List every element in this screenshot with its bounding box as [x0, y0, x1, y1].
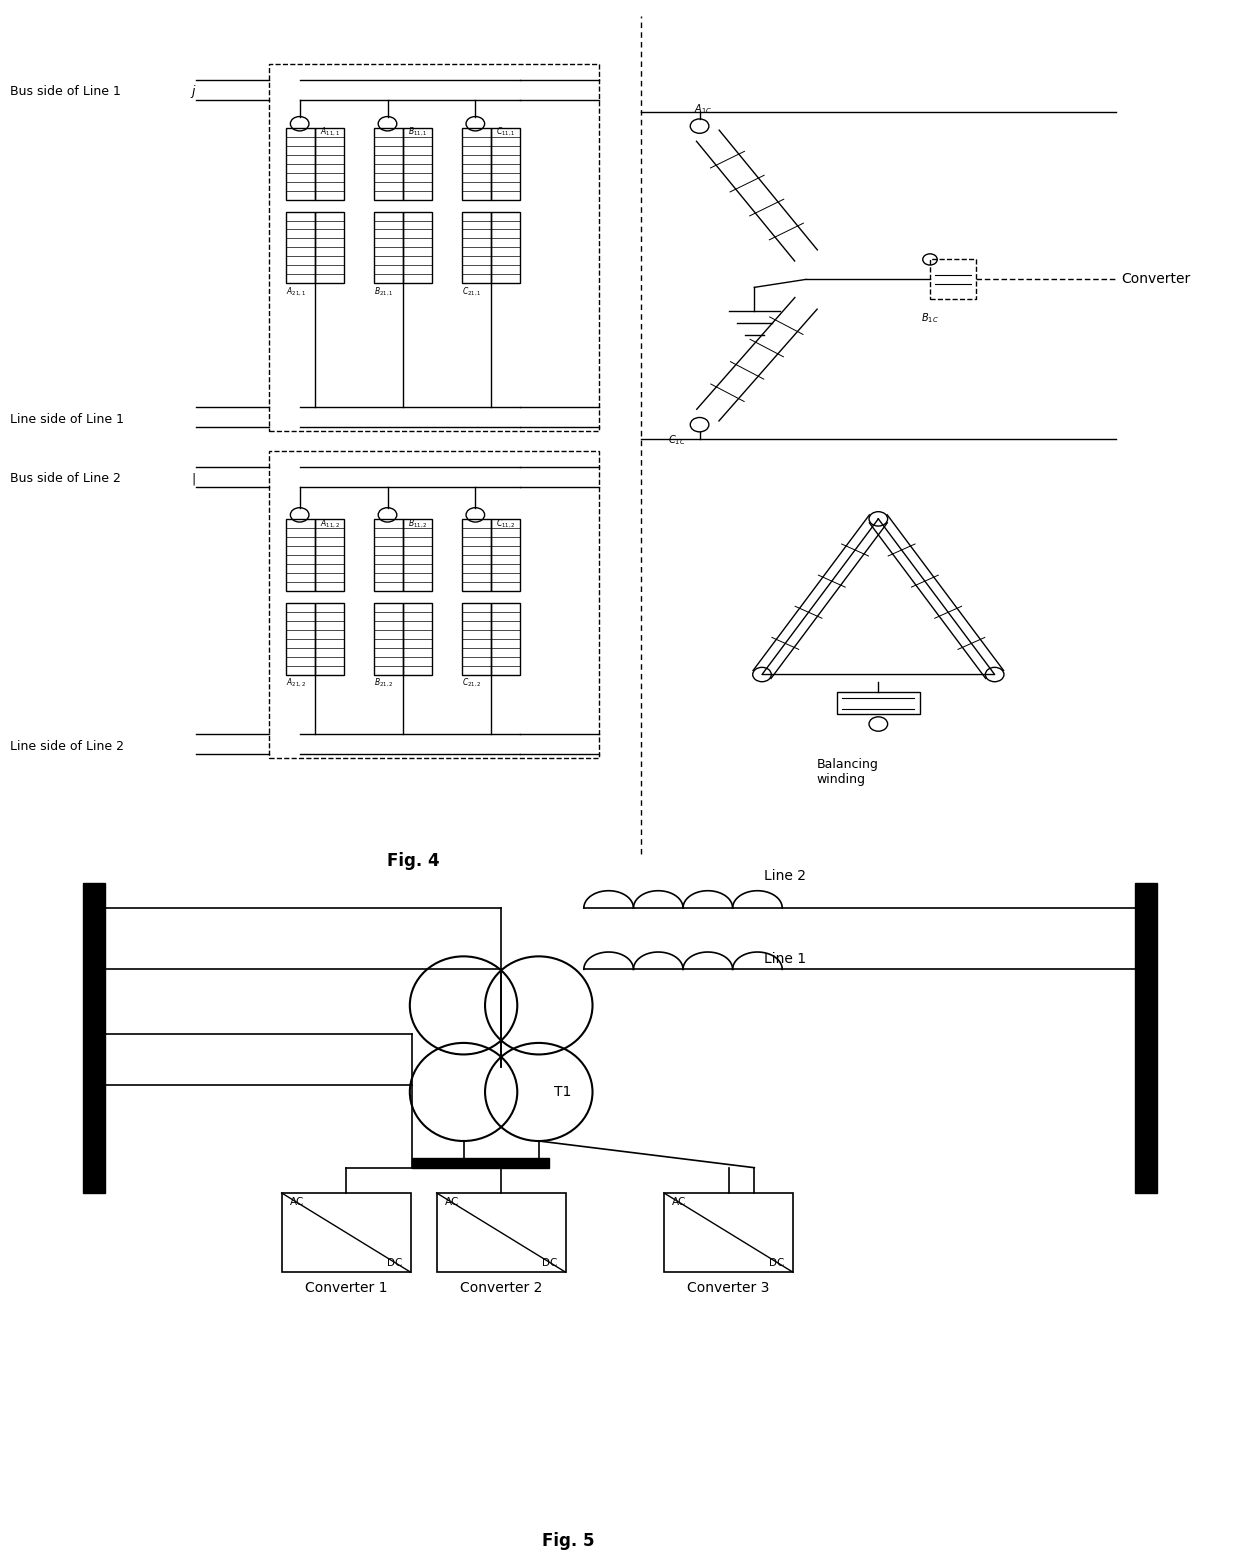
Bar — [837, 691, 920, 715]
Text: $C_{11,1}$: $C_{11,1}$ — [496, 125, 516, 138]
Bar — [374, 212, 403, 284]
Text: Line 1: Line 1 — [764, 952, 806, 966]
Text: Bus side of Line 1: Bus side of Line 1 — [10, 85, 122, 99]
Text: Line side of Line 1: Line side of Line 1 — [10, 412, 124, 425]
Text: $B_{21,1}$: $B_{21,1}$ — [374, 285, 394, 298]
Bar — [315, 127, 343, 199]
Text: AC: AC — [290, 1198, 304, 1207]
Text: $A_{11,2}$: $A_{11,2}$ — [320, 517, 340, 530]
Bar — [491, 127, 520, 199]
Bar — [663, 1193, 794, 1272]
Bar — [412, 1157, 549, 1168]
Text: Converter 2: Converter 2 — [460, 1281, 542, 1295]
Text: Converter 1: Converter 1 — [305, 1281, 387, 1295]
Text: $B_{1C}$: $B_{1C}$ — [921, 312, 939, 325]
Text: $C_{11,2}$: $C_{11,2}$ — [496, 517, 516, 530]
Text: $A_{21,2}$: $A_{21,2}$ — [286, 677, 306, 690]
Bar — [1135, 883, 1157, 1193]
Text: |: | — [191, 472, 196, 486]
Text: Fig. 5: Fig. 5 — [542, 1532, 595, 1549]
Text: Converter 3: Converter 3 — [687, 1281, 770, 1295]
Bar — [461, 127, 491, 199]
Text: Line 2: Line 2 — [764, 869, 806, 883]
Text: T1: T1 — [554, 1085, 572, 1099]
Text: DC: DC — [542, 1258, 558, 1269]
Text: DC: DC — [770, 1258, 785, 1269]
Text: Bus side of Line 2: Bus side of Line 2 — [10, 472, 122, 486]
Text: j: j — [191, 85, 195, 99]
Bar — [461, 519, 491, 591]
Bar — [491, 519, 520, 591]
Bar — [491, 212, 520, 284]
Text: DC: DC — [387, 1258, 403, 1269]
Bar — [461, 602, 491, 674]
Text: $A_{21,1}$: $A_{21,1}$ — [286, 285, 306, 298]
Bar — [286, 519, 315, 591]
Bar — [315, 519, 343, 591]
Text: $A_{11,1}$: $A_{11,1}$ — [320, 125, 340, 138]
Bar — [269, 452, 599, 759]
Bar — [403, 127, 432, 199]
Bar — [281, 1193, 410, 1272]
Bar — [491, 602, 520, 674]
Text: $C_{1C}$: $C_{1C}$ — [668, 433, 686, 447]
Bar — [930, 259, 976, 299]
Bar — [315, 602, 343, 674]
Text: Converter: Converter — [1121, 273, 1190, 287]
Bar — [403, 519, 432, 591]
Bar — [286, 212, 315, 284]
Bar — [315, 212, 343, 284]
Text: $B_{11,2}$: $B_{11,2}$ — [408, 517, 428, 530]
Text: AC: AC — [445, 1198, 459, 1207]
Bar — [374, 127, 403, 199]
Bar — [83, 883, 105, 1193]
Bar — [436, 1193, 565, 1272]
Text: $C_{21,2}$: $C_{21,2}$ — [461, 677, 481, 690]
Text: Balancing
winding: Balancing winding — [816, 759, 878, 786]
Bar — [286, 602, 315, 674]
Bar — [269, 64, 599, 431]
Text: $A_{1C}$: $A_{1C}$ — [693, 102, 712, 116]
Text: Fig. 4: Fig. 4 — [387, 851, 440, 870]
Bar — [374, 602, 403, 674]
Bar — [461, 212, 491, 284]
Bar — [403, 212, 432, 284]
Bar — [403, 602, 432, 674]
Text: AC: AC — [672, 1198, 687, 1207]
Bar — [286, 127, 315, 199]
Text: $B_{21,2}$: $B_{21,2}$ — [374, 677, 394, 690]
Text: $C_{21,1}$: $C_{21,1}$ — [461, 285, 481, 298]
Text: $B_{11,1}$: $B_{11,1}$ — [408, 125, 428, 138]
Bar — [374, 519, 403, 591]
Text: Line side of Line 2: Line side of Line 2 — [10, 740, 124, 753]
